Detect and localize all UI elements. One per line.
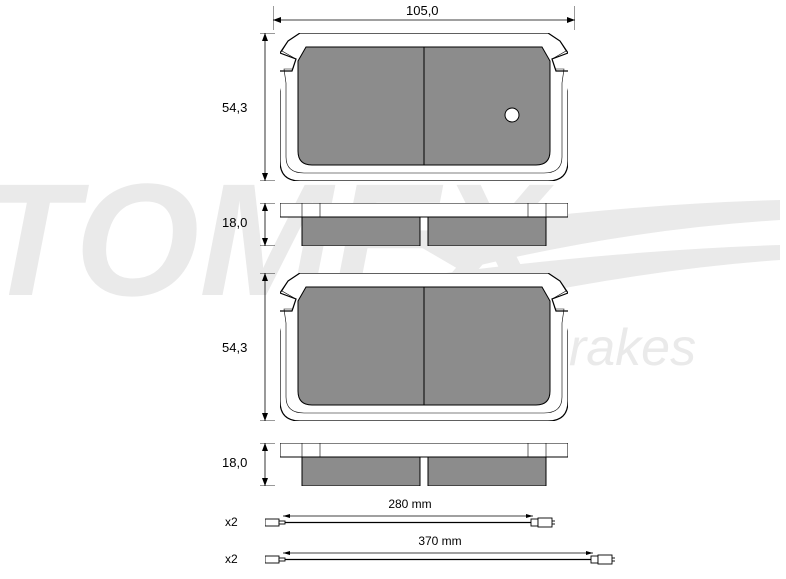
sensor1-qty: x2: [225, 515, 265, 529]
brake-pad-edge-top: [280, 203, 568, 246]
brake-pad-front-top: [280, 33, 568, 181]
sensor1-length: 280 mm: [388, 497, 431, 511]
sensor2-qty: x2: [225, 552, 265, 566]
sensor2-length: 370 mm: [418, 534, 461, 548]
dim-height1-label: 54,3: [222, 100, 247, 115]
wear-sensor-1: x2 280 mm: [225, 513, 555, 531]
sensor2-wire: 370 mm: [265, 550, 615, 568]
brake-pad-diagram: TOMEX brakes 105,0 54,3: [0, 0, 786, 579]
brake-pad-edge-bottom: [280, 443, 568, 486]
sensor1-wire: 280 mm: [265, 513, 555, 531]
dim-thick2-label: 18,0: [222, 455, 247, 470]
dim-width-label: 105,0: [406, 3, 439, 18]
dim-thick1-label: 18,0: [222, 215, 247, 230]
wear-sensor-2: x2 370 mm: [225, 550, 615, 568]
brake-pad-front-bottom: [280, 273, 568, 421]
dim-height2-label: 54,3: [222, 340, 247, 355]
